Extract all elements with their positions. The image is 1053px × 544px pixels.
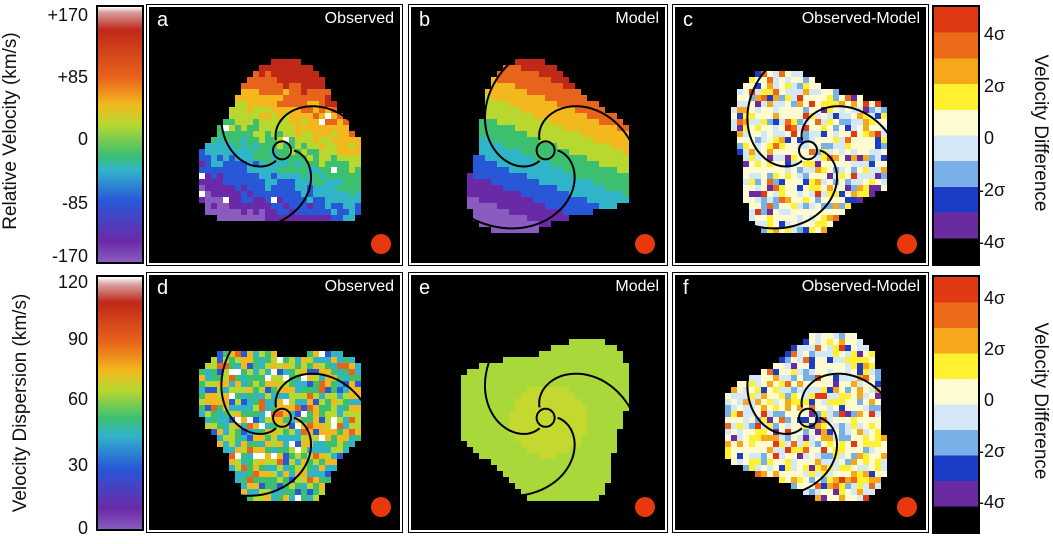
dispersion-tick: 90 (67, 329, 88, 349)
difference-tick: 0 (984, 390, 995, 410)
dispersion-tick: 60 (67, 389, 88, 409)
panel-letter: a (157, 9, 169, 31)
velocity-tick: 0 (77, 129, 88, 149)
difference-tick: -2σ (978, 441, 1006, 461)
velocity-axis-label: Relative Velocity (km/s) (0, 32, 21, 230)
spiral-arm-overlay (452, 41, 643, 230)
panel-letter: f (683, 277, 689, 299)
panel-letter: c (683, 9, 693, 31)
difference-tick: -2σ (978, 180, 1006, 200)
beam-marker (635, 234, 655, 254)
velocity-tick: -170 (51, 246, 88, 266)
panel-letter: d (157, 277, 169, 299)
difference-axis-label-bottom: Velocity Difference (1030, 322, 1051, 480)
dispersion-colorbar (96, 275, 144, 531)
panel-title: Model (615, 278, 659, 295)
spiral-arm-overlay (714, 308, 906, 497)
panel-letter: b (419, 9, 431, 31)
panel-title: Model (615, 10, 659, 27)
spiral-arm-overlay (714, 41, 906, 230)
panel-d: d Observed (146, 272, 403, 533)
difference-tick: -4σ (978, 232, 1006, 252)
panel-e: e Model (408, 272, 668, 533)
velocity-colorbar (96, 5, 144, 264)
spiral-arm-overlay (188, 41, 380, 230)
spiral-arm-overlay (188, 308, 380, 497)
difference-colorbar-bottom (932, 275, 980, 534)
velocity-tick: +170 (47, 5, 88, 25)
difference-tick: 2σ (984, 339, 1006, 359)
dispersion-axis-label: Velocity Dispersion (km/s) (10, 293, 31, 513)
panel-letter: e (419, 277, 431, 299)
dispersion-tick: 120 (57, 272, 88, 292)
beam-marker (371, 497, 391, 517)
difference-tick: 4σ (984, 288, 1006, 308)
panel-title: Observed-Model (801, 10, 920, 27)
panel-f: f Observed-Model (672, 272, 929, 533)
difference-tick: 2σ (984, 76, 1006, 96)
beam-marker (371, 234, 391, 254)
difference-axis-label-top: Velocity Difference (1030, 54, 1051, 212)
velocity-tick: +85 (57, 67, 88, 87)
difference-colorbar-top (932, 5, 980, 266)
spiral-arm-overlay (452, 308, 643, 497)
dispersion-tick: 30 (67, 455, 88, 475)
panel-a: a Observed (146, 4, 403, 266)
panel-b: b Model (408, 4, 668, 266)
difference-tick: 4σ (984, 24, 1006, 44)
panel-title: Observed (324, 278, 394, 295)
difference-tick: 0 (984, 128, 995, 148)
panel-title: Observed-Model (801, 278, 920, 295)
panel-title: Observed (324, 10, 394, 27)
beam-marker (635, 497, 655, 517)
dispersion-tick: 0 (77, 518, 88, 538)
difference-tick: -4σ (978, 492, 1006, 512)
beam-marker (897, 234, 917, 254)
velocity-tick: -85 (61, 193, 88, 213)
beam-marker (897, 497, 917, 517)
panel-c: c Observed-Model (672, 4, 929, 266)
